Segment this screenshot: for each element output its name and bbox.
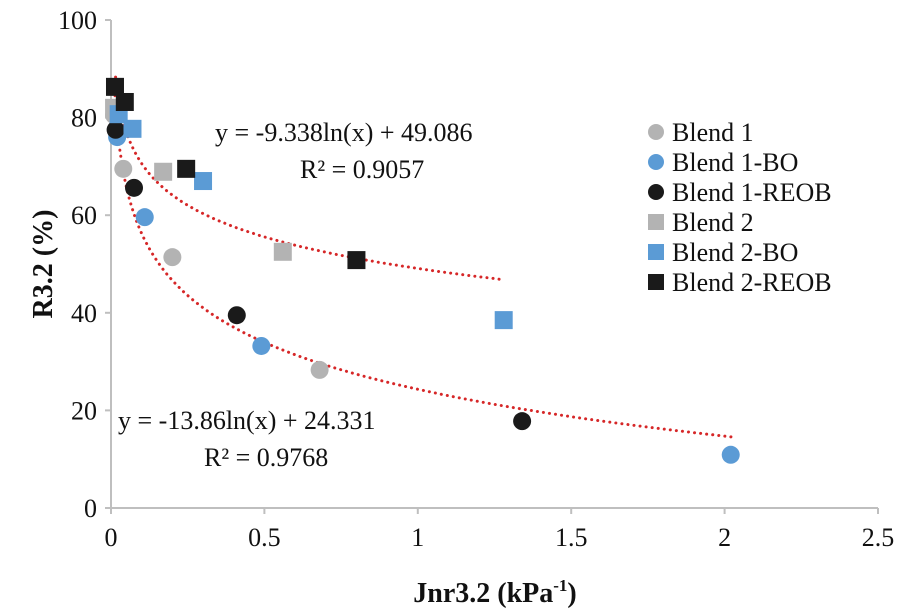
- legend-label: Blend 1-REOB: [672, 178, 832, 207]
- data-point: [125, 178, 144, 197]
- legend-marker: [648, 274, 664, 290]
- data-point: [310, 360, 329, 379]
- y-tick-label: 20: [71, 396, 97, 425]
- data-point: [123, 119, 142, 138]
- data-point: [494, 311, 513, 330]
- trendline-1-equation: y = -9.338ln(x) + 49.086: [215, 118, 473, 147]
- x-tick-label: 2.5: [862, 523, 895, 552]
- trendline-2-r2: R² = 0.9768: [204, 443, 328, 472]
- y-axis-label: R3.2 (%): [28, 210, 59, 319]
- x-axis-label-close: ): [567, 578, 576, 609]
- x-axis-label-main: Jnr3.2 (kPa: [413, 578, 553, 609]
- data-point: [135, 208, 154, 227]
- legend-label: Blend 1: [672, 118, 754, 147]
- trendline-1-r2: R² = 0.9057: [300, 155, 424, 184]
- data-point: [105, 77, 124, 96]
- data-point: [252, 336, 271, 355]
- x-tick-label: 1.5: [555, 523, 588, 552]
- y-tick-label: 60: [71, 201, 97, 230]
- data-point: [106, 120, 125, 139]
- legend-label: Blend 2-BO: [672, 238, 798, 267]
- x-tick-label: 1: [411, 523, 424, 552]
- legend-marker: [648, 244, 664, 260]
- x-tick-label: 0.5: [248, 523, 281, 552]
- legend-marker: [648, 184, 664, 200]
- legend-marker: [648, 214, 664, 230]
- legend-label: Blend 1-BO: [672, 148, 798, 177]
- trendline-2-equation: y = -13.86ln(x) + 24.331: [118, 406, 376, 435]
- x-axis-label-sup: -1: [553, 576, 567, 595]
- x-axis-label: Jnr3.2 (kPa-1): [413, 576, 577, 609]
- trendline-1: [114, 75, 503, 281]
- x-tick-label: 2: [718, 523, 731, 552]
- legend-label: Blend 2-REOB: [672, 268, 832, 297]
- legend-marker: [648, 154, 664, 170]
- y-tick-label: 0: [84, 494, 97, 523]
- data-point: [273, 242, 292, 261]
- data-point: [227, 306, 246, 325]
- data-point: [115, 92, 134, 111]
- legend-marker: [648, 124, 664, 140]
- data-point: [721, 445, 740, 464]
- data-point: [513, 412, 532, 431]
- data-point: [194, 172, 213, 191]
- data-point: [163, 248, 182, 267]
- data-point: [114, 159, 133, 178]
- x-tick-label: 0: [105, 523, 118, 552]
- legend-label: Blend 2: [672, 208, 754, 237]
- y-tick-label: 40: [71, 299, 97, 328]
- data-point: [347, 251, 366, 270]
- data-point: [154, 162, 173, 181]
- data-point: [177, 159, 196, 178]
- y-tick-label: 80: [71, 104, 97, 133]
- y-tick-label: 100: [58, 6, 97, 35]
